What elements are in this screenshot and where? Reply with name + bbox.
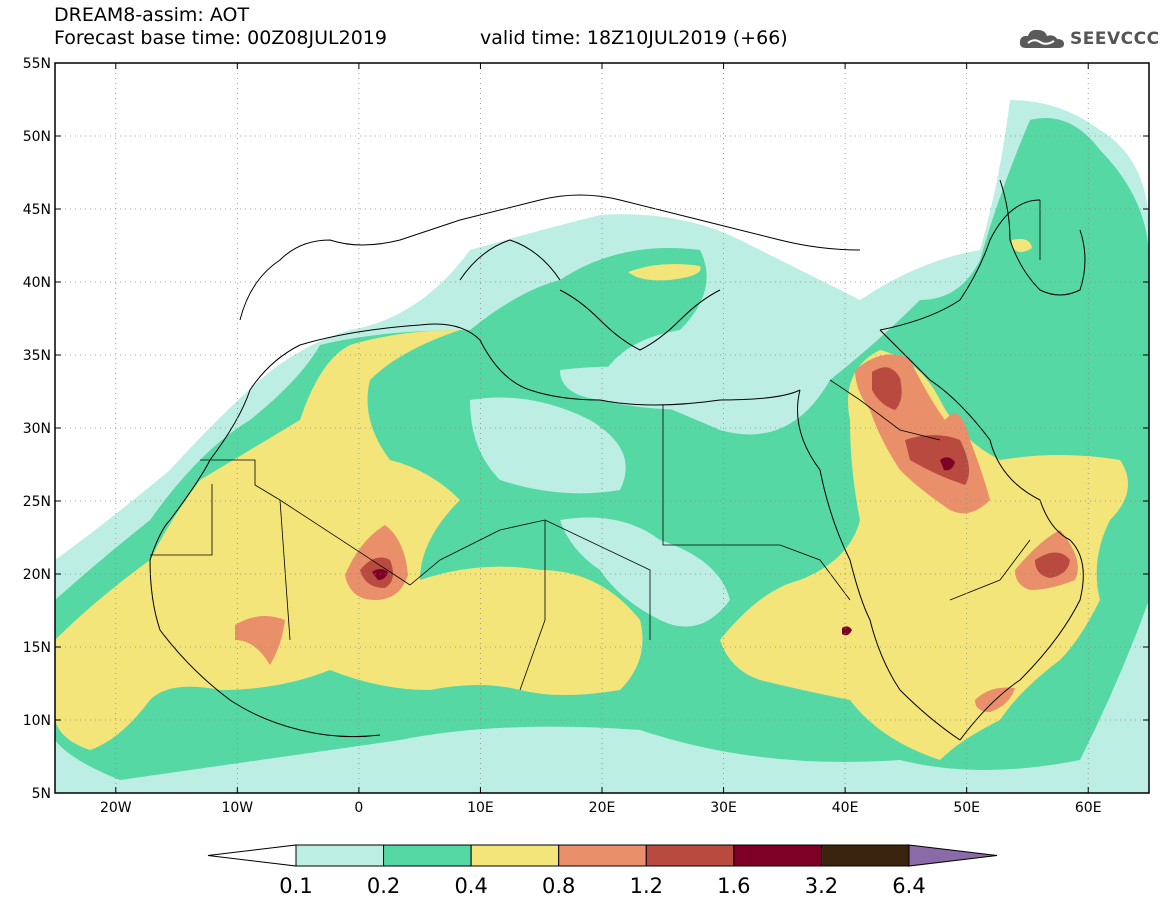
country-borders: [150, 200, 1041, 691]
base-time-label: Forecast base time: 00Z08JUL2019: [54, 27, 387, 49]
colorbar-label: 3.2: [805, 874, 838, 898]
colorbar-swatch: [820, 844, 910, 867]
lat-tick-label: 35N: [23, 348, 51, 364]
colorbar-swatch: [733, 844, 822, 867]
lat-tick-label: 20N: [23, 567, 51, 583]
colorbar-label: 0.1: [279, 874, 312, 898]
colorbar-label: 0.8: [542, 874, 575, 898]
lat-tick-label: 15N: [23, 640, 51, 656]
lon-tick-label: 40E: [832, 800, 859, 816]
colorbar-swatch: [470, 844, 560, 867]
lon-tick-label: 0: [354, 800, 363, 816]
axis-ticks: 55N 50N 45N 40N 35N 30N 25N 20N 15N 10N 5N 20W 10W 0 1…: [23, 56, 1149, 816]
logo-text: SEEVCCC: [1070, 29, 1160, 49]
map-title: DREAM8-assim: AOT: [54, 4, 250, 26]
coastlines: [149, 179, 1086, 741]
colorbar-swatch: [295, 844, 385, 867]
colorbar-high-triangle: [908, 844, 998, 867]
lat-tick-label: 50N: [23, 129, 51, 145]
lat-tick-label: 25N: [23, 494, 51, 510]
lat-tick-label: 55N: [23, 56, 51, 72]
lat-tick-label: 10N: [23, 713, 51, 729]
lat-tick-label: 45N: [23, 202, 51, 218]
colorbar-low-triangle: [207, 844, 297, 867]
lon-tick-label: 60E: [1075, 800, 1102, 816]
lat-tick-label: 40N: [23, 275, 51, 291]
lon-tick-label: 20E: [589, 800, 616, 816]
colorbar-label: 1.6: [717, 874, 750, 898]
colorbar-swatch: [383, 844, 472, 867]
lon-tick-label: 50E: [953, 800, 980, 816]
colorbar-swatch: [645, 844, 735, 867]
graticule: [55, 63, 1149, 793]
seevccc-logo: SEEVCCC: [1018, 26, 1160, 52]
lon-tick-label: 10W: [221, 800, 253, 816]
colorbar-label: 0.2: [367, 874, 400, 898]
colorbar-label: 0.4: [454, 874, 487, 898]
lon-tick-label: 20W: [100, 800, 132, 816]
valid-time-label: valid time: 18Z10JUL2019 (+66): [480, 27, 788, 49]
lat-tick-label: 5N: [32, 786, 51, 802]
colorbar-swatch: [558, 844, 647, 867]
colorbar: 0.1 0.2 0.4 0.8 1.2 1.6 3.2 6.4: [207, 844, 998, 898]
lat-tick-label: 30N: [23, 421, 51, 437]
lon-tick-label: 30E: [710, 800, 737, 816]
cloud-icon: [1019, 29, 1064, 48]
colorbar-label: 1.2: [630, 874, 663, 898]
lon-tick-label: 10E: [467, 800, 494, 816]
colorbar-label: 6.4: [892, 874, 925, 898]
